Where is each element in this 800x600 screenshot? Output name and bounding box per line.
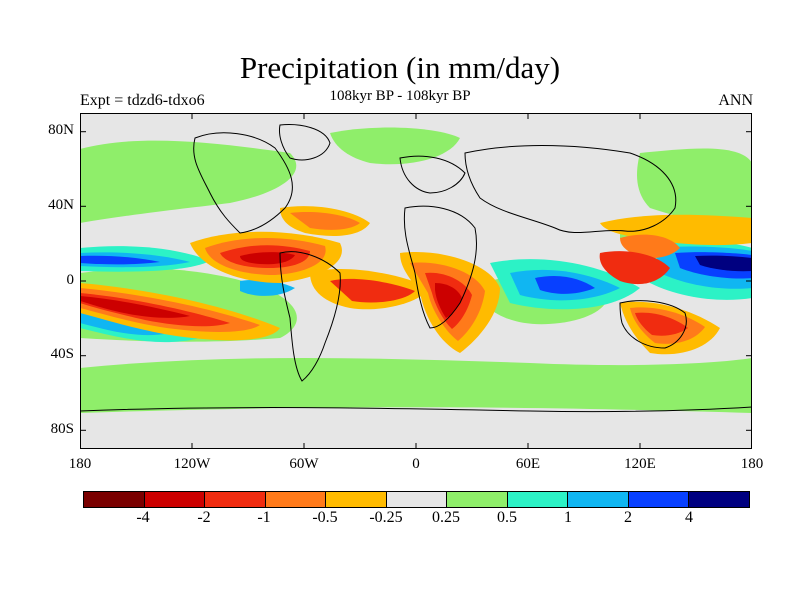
colorbar-swatch (265, 492, 327, 507)
lat-label-80n: 80N (48, 122, 74, 138)
colorbar-swatch (84, 492, 145, 507)
lat-label-80s: 80S (50, 421, 74, 437)
colorbar-swatch (326, 492, 387, 507)
colorbar-label: -4 (136, 509, 150, 526)
colorbar-swatch (507, 492, 569, 507)
lon-label-120w: 120W (173, 456, 211, 472)
season-label: ANN (718, 92, 753, 109)
colorbar-label: 2 (624, 509, 632, 526)
lon-label-60e: 60E (515, 456, 541, 472)
lat-label-40s: 40S (50, 346, 74, 362)
lon-label-180w: 180 (68, 456, 92, 472)
positive-anomaly-strong (80, 240, 752, 343)
colorbar-label: -2 (197, 509, 211, 526)
lat-label-0: 0 (66, 272, 75, 288)
colorbar-swatch (447, 492, 508, 507)
axis-ticks (80, 113, 752, 449)
colorbar-swatch (144, 492, 206, 507)
negative-anomaly (80, 206, 752, 355)
colorbar (83, 491, 750, 508)
lon-label-120e: 120E (624, 456, 656, 472)
precipitation-map (80, 113, 752, 449)
colorbar-label: -0.25 (369, 509, 403, 526)
coastlines (80, 124, 752, 413)
colorbar-swatch (568, 492, 629, 507)
period-label: 108kyr BP - 108kyr BP (329, 88, 471, 104)
colorbar-swatch (386, 492, 448, 507)
colorbar-swatch (689, 492, 750, 507)
colorbar-label: -1 (257, 509, 271, 526)
lon-label-60w: 60W (289, 456, 319, 472)
colorbar-swatch (205, 492, 266, 507)
colorbar-label: 0.5 (497, 509, 517, 526)
lon-label-180e: 180 (740, 456, 764, 472)
colorbar-label: 4 (685, 509, 693, 526)
experiment-label: Expt = tdzd6-tdxo6 (80, 92, 205, 109)
plot-title: Precipitation (in mm/day) (239, 50, 561, 85)
colorbar-swatch (628, 492, 690, 507)
lon-label-0: 0 (412, 456, 420, 472)
lat-label-40n: 40N (48, 197, 74, 213)
colorbar-label: 0.25 (432, 509, 460, 526)
colorbar-label: -0.5 (312, 509, 338, 526)
colorbar-label: 1 (564, 509, 572, 526)
